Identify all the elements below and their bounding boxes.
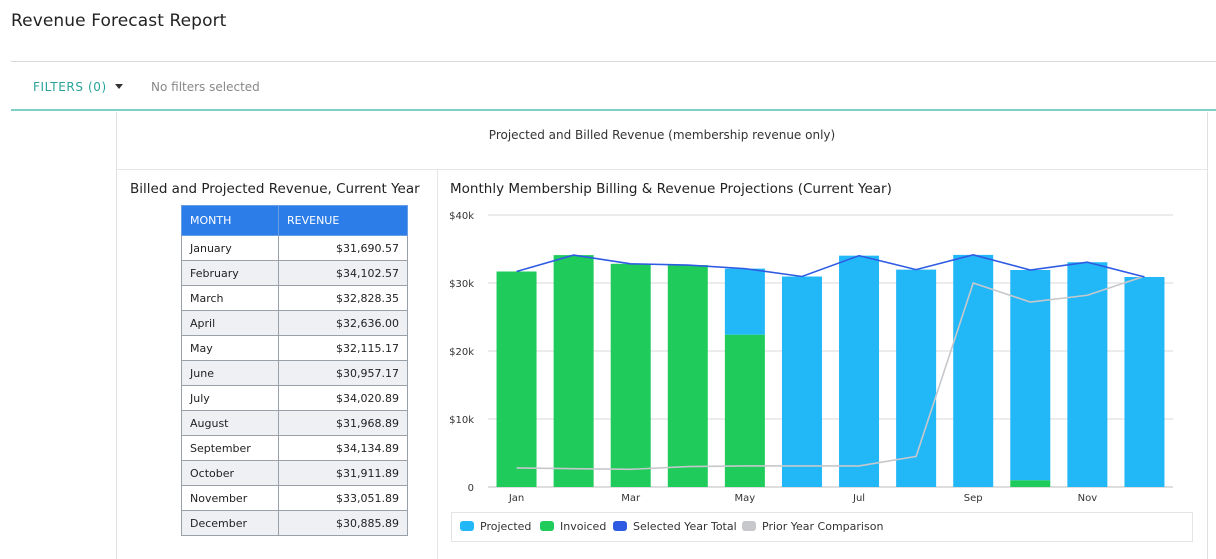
table-body: January $31,690.57 February $34,102.57 March… [181,235,408,536]
month-cell: May [181,335,279,361]
projected-bar [781,276,822,487]
month-cell: September [181,435,279,461]
revenue-cell: $34,134.89 [278,435,408,461]
legend-item-invoiced[interactable]: Invoiced [540,520,606,533]
table-row: March $32,828.35 [181,285,408,311]
revenue-cell: $31,690.57 [278,235,408,261]
table-row: July $34,020.89 [181,385,408,411]
revenue-cell: $32,828.35 [278,285,408,311]
revenue-cell: $34,102.57 [278,260,408,286]
month-cell: February [181,260,279,286]
table-row: January $31,690.57 [181,235,408,261]
page-title: Revenue Forecast Report [11,11,227,31]
month-cell: October [181,460,279,486]
revenue-cell: $32,115.17 [278,335,408,361]
month-cell: April [181,310,279,336]
table-row: October $31,911.89 [181,460,408,486]
revenue-cell: $31,968.89 [278,410,408,436]
x-tick-label: May [735,493,756,504]
dashboard-panel: Projected and Billed Revenue (membership… [116,112,1208,559]
column-divider [437,170,438,559]
x-tick-label: Jul [852,493,865,504]
table-row: November $33,051.89 [181,485,408,511]
projected-bar [896,269,937,487]
month-cell: March [181,285,279,311]
invoiced-bar [610,263,651,487]
x-tick-label: Jan [508,493,524,504]
legend-item-selected-year-total[interactable]: Selected Year Total [613,520,737,533]
legend-swatch-selected-year-total [613,521,627,531]
title-divider [11,61,1216,62]
revenue-column-header[interactable]: REVENUE [278,205,408,236]
table-row: December $30,885.89 [181,510,408,536]
legend-label-prior-year: Prior Year Comparison [762,520,884,533]
filter-bar: FILTERS (0) No filters selected [11,62,1216,110]
month-column-header[interactable]: MONTH [181,205,279,236]
legend-item-projected[interactable]: Projected [460,520,531,533]
caret-down-icon [114,84,123,89]
legend-swatch-invoiced [540,521,554,531]
month-cell: July [181,385,279,411]
x-tick-label: Mar [621,493,641,504]
table-row: February $34,102.57 [181,260,408,286]
projected-bar [1067,262,1108,487]
projected-bar [1124,276,1165,487]
revenue-cell: $30,885.89 [278,510,408,536]
filters-label: FILTERS (0) [33,80,107,94]
y-tick-label: 0 [468,483,474,494]
revenue-table: MONTH REVENUE January $31,690.57 February $… [181,205,408,536]
invoiced-bar [724,334,765,487]
month-cell: August [181,410,279,436]
legend-label-invoiced: Invoiced [560,520,607,533]
legend-label-projected: Projected [480,520,532,533]
month-cell: December [181,510,279,536]
month-cell: November [181,485,279,511]
x-tick-label: Nov [1078,493,1098,504]
table-row: August $31,968.89 [181,410,408,436]
invoiced-bar [667,265,708,487]
legend-item-prior-year[interactable]: Prior Year Comparison [742,520,883,533]
selected-year-total-line [516,254,1145,278]
month-cell: January [181,235,279,261]
revenue-chart: 0 $10k $20k $30k $40k Jan Mar May Jul Sep Nov [449,211,1173,504]
revenue-cell: $32,636.00 [278,310,408,336]
month-cell: June [181,360,279,386]
legend-swatch-projected [460,521,474,531]
projected-bar [1010,269,1051,481]
projected-bar [953,254,994,487]
y-tick-label: $10k [449,415,474,426]
x-tick-label: Sep [964,493,983,504]
projected-bar [724,268,765,335]
table-row: May $32,115.17 [181,335,408,361]
revenue-cell: $34,020.89 [278,385,408,411]
section-divider [117,169,1207,170]
y-tick-label: $20k [449,347,474,358]
revenue-cell: $30,957.17 [278,360,408,386]
table-header-row: MONTH REVENUE [181,205,408,236]
chart-title: Monthly Membership Billing & Revenue Pro… [450,181,892,197]
filters-dropdown-button[interactable]: FILTERS (0) [33,80,123,94]
legend-label-selected-year-total: Selected Year Total [633,520,737,533]
table-row: September $34,134.89 [181,435,408,461]
table-title: Billed and Projected Revenue, Current Ye… [130,181,420,197]
invoiced-bar [1010,480,1051,487]
section-title: Projected and Billed Revenue (membership… [488,128,836,142]
chart-legend: Projected Invoiced Selected Year Total P… [451,512,1193,542]
projected-bar [839,255,880,487]
legend-swatch-prior-year [742,521,756,531]
prior-year-line [516,275,1145,471]
invoiced-bar [553,255,594,487]
table-row: April $32,636.00 [181,310,408,336]
filter-status-text: No filters selected [151,80,260,94]
filter-bar-underline [11,109,1216,111]
table-row: June $30,957.17 [181,360,408,386]
y-tick-label: $30k [449,279,474,290]
y-tick-label: $40k [449,211,474,222]
invoiced-bar [496,271,537,487]
revenue-cell: $33,051.89 [278,485,408,511]
revenue-cell: $31,911.89 [278,460,408,486]
